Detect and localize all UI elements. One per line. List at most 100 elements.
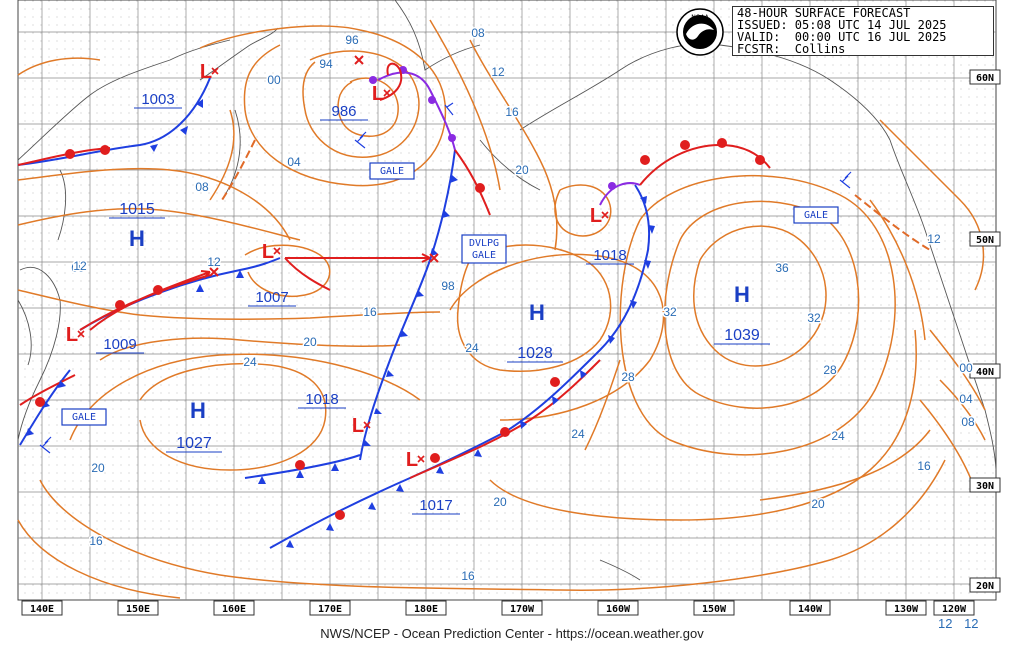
isobar-label: 24	[243, 355, 257, 369]
latitude-label: 20N	[969, 577, 1001, 593]
isobar-1000	[199, 25, 447, 187]
isobar-label: 08	[471, 26, 485, 40]
isobar-1024-central	[449, 253, 665, 421]
svg-text:20N: 20N	[976, 581, 994, 592]
high-letter: H	[734, 282, 750, 307]
latitude-labels: 60N 50N 40N 30N 20N	[969, 69, 1001, 593]
coastlines	[17, 0, 997, 581]
longitude-label: 140E	[21, 600, 63, 616]
isobar-1000-asia	[17, 57, 101, 76]
high-letter: H	[190, 398, 206, 423]
cold-front-1003	[17, 77, 211, 166]
svg-text:140W: 140W	[798, 604, 823, 615]
bering-coast	[394, 0, 481, 71]
svg-text:130W: 130W	[894, 604, 919, 615]
trough-coast	[854, 194, 931, 251]
isobar-label: 94	[319, 57, 333, 71]
latitude-label: 50N	[969, 231, 1001, 247]
svg-text:120W: 120W	[942, 604, 967, 615]
isobar-1036	[693, 225, 827, 367]
warning-text: GALE	[804, 210, 828, 221]
low-pressure-center: L 1003	[134, 61, 219, 109]
high-pressure-value: 1027	[176, 435, 212, 452]
low-letter: L	[200, 61, 212, 83]
low-center-markers	[209, 55, 439, 277]
low-pressure-value: 1017	[419, 497, 452, 514]
svg-text:50N: 50N	[976, 235, 994, 246]
warning-text: GALE	[0, 0, 3, 1]
svg-text:170E: 170E	[318, 604, 342, 615]
warning-label: GALE	[0, 0, 3, 1]
isobar-label: 96	[345, 33, 359, 47]
alaska-coast	[519, 43, 891, 141]
isobar-1020-east	[489, 329, 917, 521]
hawaii-islands	[599, 559, 641, 581]
isobar-label: 98	[441, 279, 455, 293]
isobar-label: 08	[195, 180, 209, 194]
occluded-front-986	[377, 71, 456, 151]
isobar-label: 08	[961, 415, 975, 429]
bottom-right-isobar-labels: 12 12	[938, 616, 979, 631]
isobar-label: 16	[89, 534, 103, 548]
low-pressure-center: L 1007	[248, 241, 296, 307]
longitude-labels: 140E 150E 160E 170E 180E 170W 160W 150W 140W 130W…	[21, 600, 975, 616]
warning-text: GALE	[72, 412, 96, 423]
latitude-label: 40N	[969, 363, 1001, 379]
isobar-label: 12	[491, 65, 505, 79]
storm-tracks	[89, 62, 431, 331]
low-letter: L	[262, 241, 274, 263]
svg-text:60N: 60N	[976, 73, 994, 84]
isobar-label: 20	[811, 497, 825, 511]
isobar-label: 04	[287, 155, 301, 169]
isobar-label: 16	[505, 105, 519, 119]
warning-label: GALE	[793, 206, 839, 224]
isobar-label: 12	[207, 255, 221, 269]
high-pressure-center: H 1028	[507, 300, 563, 363]
svg-text:170W: 170W	[510, 604, 535, 615]
isobar-1012-coast	[879, 119, 985, 291]
isobar-label: 32	[663, 305, 677, 319]
issued-time: ISSUED: 05:08 UTC 14 JUL 2025	[737, 18, 947, 32]
isobar-label: 09	[71, 261, 85, 275]
warning-label: GALE	[61, 408, 107, 426]
svg-text:180E: 180E	[414, 604, 438, 615]
isobar-label: 36	[775, 261, 789, 275]
cold-front-central	[359, 149, 456, 461]
isobar-label: 36	[775, 261, 789, 275]
cold-front-1018	[244, 454, 361, 479]
isobar-label: 32	[663, 305, 677, 319]
isobar-label: 24	[571, 427, 585, 441]
footer-credit: NWS/NCEP - Ocean Prediction Center - htt…	[320, 626, 704, 641]
warm-front-1017	[409, 359, 601, 479]
isobar-label: 00	[267, 73, 281, 87]
longitude-label: 130W	[885, 600, 927, 616]
isobar-1016	[17, 289, 441, 320]
isobar-label: 16	[363, 305, 377, 319]
low-pressure-value: 1007	[255, 289, 288, 306]
isobar-1016-south	[39, 459, 946, 591]
isobar-1028-east	[619, 174, 896, 456]
isobar-label: 32	[807, 311, 821, 325]
isobar-1008-ne	[469, 39, 558, 251]
low-pressure-center: L 1017	[406, 449, 460, 515]
warm-front-japan	[19, 374, 76, 406]
isobar-label: 20	[91, 461, 105, 475]
low-pressure-center: L 1018	[298, 391, 371, 437]
svg-text:160E: 160E	[222, 604, 246, 615]
high-pressure-value: 1028	[517, 345, 553, 362]
isobar-label: 04	[959, 392, 973, 406]
svg-text:150E: 150E	[126, 604, 150, 615]
low-pressure-value: 1018	[593, 247, 626, 264]
low-letter: L	[352, 415, 364, 437]
low-letter: L	[372, 83, 384, 105]
north-america-coast	[889, 139, 997, 471]
aleutian-islands	[479, 139, 541, 191]
isobar-label: 28	[621, 370, 635, 384]
warning-text: GALE	[380, 166, 404, 177]
latitude-label: 30N	[969, 477, 1001, 493]
